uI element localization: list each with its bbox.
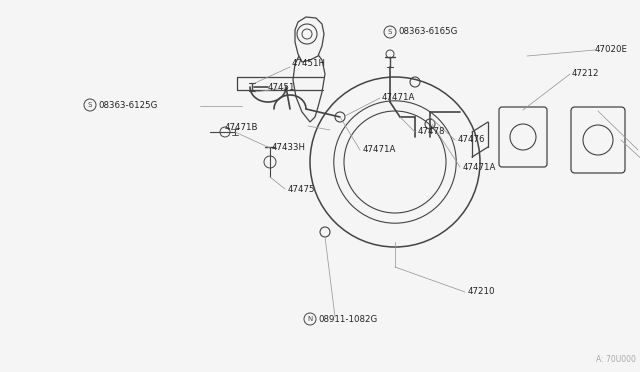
Text: 47020E: 47020E (595, 45, 628, 55)
Text: 47471B: 47471B (225, 124, 259, 132)
Circle shape (84, 99, 96, 111)
Text: 47210: 47210 (468, 288, 495, 296)
FancyBboxPatch shape (499, 107, 547, 167)
Polygon shape (293, 49, 325, 122)
Text: 47476: 47476 (458, 135, 486, 144)
Text: 47451H: 47451H (292, 60, 326, 68)
Text: 08911-1082G: 08911-1082G (318, 314, 377, 324)
Text: A: 70U000: A: 70U000 (596, 355, 636, 364)
Text: 47478: 47478 (418, 128, 445, 137)
Text: 47451: 47451 (268, 83, 296, 93)
Circle shape (304, 313, 316, 325)
Text: 47471A: 47471A (382, 93, 415, 103)
Circle shape (583, 125, 613, 155)
Text: 08363-6165G: 08363-6165G (398, 28, 458, 36)
Text: 47471A: 47471A (463, 163, 497, 171)
Text: 47471A: 47471A (363, 145, 396, 154)
Text: N: N (307, 316, 312, 322)
Text: 47212: 47212 (572, 70, 600, 78)
Text: 47475: 47475 (288, 185, 316, 193)
FancyBboxPatch shape (571, 107, 625, 173)
Text: 08363-6125G: 08363-6125G (98, 100, 157, 109)
Text: 47433H: 47433H (272, 144, 306, 153)
Circle shape (510, 124, 536, 150)
Text: S: S (388, 29, 392, 35)
Circle shape (384, 26, 396, 38)
Polygon shape (295, 17, 324, 62)
Text: S: S (88, 102, 92, 108)
